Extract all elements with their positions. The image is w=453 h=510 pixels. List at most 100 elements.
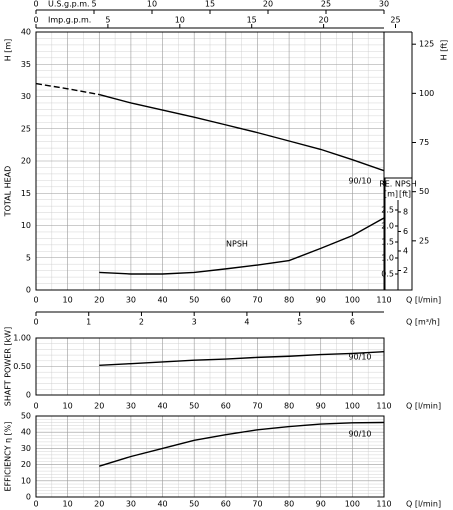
x-axis-label: Q [l/min] xyxy=(406,296,441,305)
y2-tick-label: 125 xyxy=(419,40,434,49)
curve xyxy=(99,350,385,367)
top-axis-tick-label: 30 xyxy=(379,0,389,9)
y-tick-label: 35 xyxy=(21,60,31,69)
y-tick-label: 0 xyxy=(26,286,31,295)
x-tick-label: 60 xyxy=(221,296,231,305)
x-tick-label: 10 xyxy=(63,402,73,411)
npsh-ft-tick-label: 8 xyxy=(403,207,408,216)
x-tick-label: 40 xyxy=(157,296,167,305)
x-tick-label: 90 xyxy=(316,402,326,411)
plot-frame xyxy=(35,337,385,396)
x-tick-label: 50 xyxy=(189,402,199,411)
npsh-unit: [ft] xyxy=(399,190,411,199)
y-tick-label: 10 xyxy=(21,476,31,485)
x-tick-label: 30 xyxy=(126,402,136,411)
x-tick-label: 10 xyxy=(63,500,73,509)
series-label: 90/10 xyxy=(348,430,371,439)
x-tick-label: 100 xyxy=(345,402,360,411)
x-tick-label: 70 xyxy=(252,402,262,411)
y-tick-label: 20 xyxy=(21,460,31,469)
y2-tick-label: 75 xyxy=(419,138,429,147)
x-tick-label: 80 xyxy=(284,500,294,509)
npsh-tick-label: 2.0 xyxy=(381,222,394,231)
x-tick-label: 80 xyxy=(284,402,294,411)
y-tick-label: 0.50 xyxy=(13,362,31,371)
series-label: 90/10 xyxy=(348,353,371,362)
y-axis-label: SHAFT POWER [kW] xyxy=(4,327,13,406)
top-axis-tick-label: 10 xyxy=(175,16,185,25)
x-tick-label: 60 xyxy=(221,402,231,411)
y2-tick-label: 25 xyxy=(419,236,429,245)
x-tick-label: 50 xyxy=(189,500,199,509)
x-tick-label: 90 xyxy=(316,296,326,305)
x-tick-label: 50 xyxy=(189,296,199,305)
top-axis-label: Imp.g.p.m. xyxy=(48,16,91,25)
top-axis-tick-label: 15 xyxy=(247,16,257,25)
npsh-ft-tick-label: 4 xyxy=(403,246,408,255)
bottom-axis-tick-label: 2 xyxy=(139,318,144,327)
x-tick-label: 70 xyxy=(252,296,262,305)
npsh-tick-label: 0.5 xyxy=(381,270,394,279)
y-tick-label: 20 xyxy=(21,157,31,166)
top-axis-tick-label: 10 xyxy=(147,0,157,9)
bottom-axis-tick-label: 5 xyxy=(297,318,302,327)
series-label: NPSH xyxy=(226,240,248,249)
y-tick-label: 0 xyxy=(26,493,31,502)
x-tick-label: 40 xyxy=(157,402,167,411)
bottom-axis-tick-label: 3 xyxy=(192,318,197,327)
top-axis-tick-label: 20 xyxy=(263,0,273,9)
top-axis-tick-label: 0 xyxy=(33,16,38,25)
y2-axis-label: H [ft] xyxy=(440,40,449,61)
x-tick-label: 0 xyxy=(33,500,38,509)
bottom-axis-tick-label: 4 xyxy=(244,318,249,327)
x-tick-label: 80 xyxy=(284,296,294,305)
x-axis-label: Q [l/min] xyxy=(406,500,441,509)
x-tick-label: 40 xyxy=(157,500,167,509)
top-axis-tick-label: 5 xyxy=(91,0,96,9)
x-tick-label: 20 xyxy=(94,500,104,509)
plot-frame xyxy=(35,31,385,291)
x-tick-label: 10 xyxy=(63,296,73,305)
x-tick-label: 110 xyxy=(376,402,391,411)
y-tick-label: 30 xyxy=(21,92,31,101)
y-axis-label: EFFICIENCY η [%] xyxy=(4,422,13,492)
curve xyxy=(99,217,385,275)
top-axis-label: U.S.g.p.m. xyxy=(48,0,90,9)
side-label: TOTAL HEAD xyxy=(4,166,13,218)
npsh-unit: [m] xyxy=(384,190,398,199)
npsh-ft-tick-label: 2 xyxy=(403,266,408,275)
y-axis-label: H [m] xyxy=(4,39,13,62)
x-tick-label: 100 xyxy=(345,296,360,305)
bottom-axis-tick-label: 1 xyxy=(86,318,91,327)
top-axis-tick-label: 25 xyxy=(321,0,331,9)
npsh-tick-label: 1.5 xyxy=(381,238,394,247)
x-tick-label: 100 xyxy=(345,500,360,509)
npsh-ft-tick-label: 6 xyxy=(403,227,408,236)
npsh-tick-label: 2.5 xyxy=(381,206,394,215)
y-tick-label: 25 xyxy=(21,124,31,133)
x-tick-label: 0 xyxy=(33,402,38,411)
y-tick-label: 10 xyxy=(21,221,31,230)
bottom-axis-tick-label: 0 xyxy=(33,318,38,327)
series-label: 90/10 xyxy=(348,177,371,186)
top-axis-tick-label: 5 xyxy=(105,16,110,25)
y-tick-label: 1.00 xyxy=(13,334,31,343)
y-tick-label: 40 xyxy=(21,28,31,37)
x-tick-label: 110 xyxy=(376,500,391,509)
curve xyxy=(99,93,385,172)
top-axis-tick-label: 25 xyxy=(390,16,400,25)
x-tick-label: 20 xyxy=(94,402,104,411)
bottom-axis-tick-label: 6 xyxy=(350,318,355,327)
x-tick-label: 110 xyxy=(376,296,391,305)
y-tick-label: 0 xyxy=(26,391,31,400)
y-tick-label: 30 xyxy=(21,444,31,453)
x-tick-label: 20 xyxy=(94,296,104,305)
y2-tick-label: 100 xyxy=(419,89,434,98)
curve xyxy=(99,421,385,467)
x-tick-label: 70 xyxy=(252,500,262,509)
y-tick-label: 5 xyxy=(26,253,31,262)
x-tick-label: 30 xyxy=(126,500,136,509)
y-tick-label: 50 xyxy=(21,412,31,421)
curve xyxy=(35,82,100,96)
